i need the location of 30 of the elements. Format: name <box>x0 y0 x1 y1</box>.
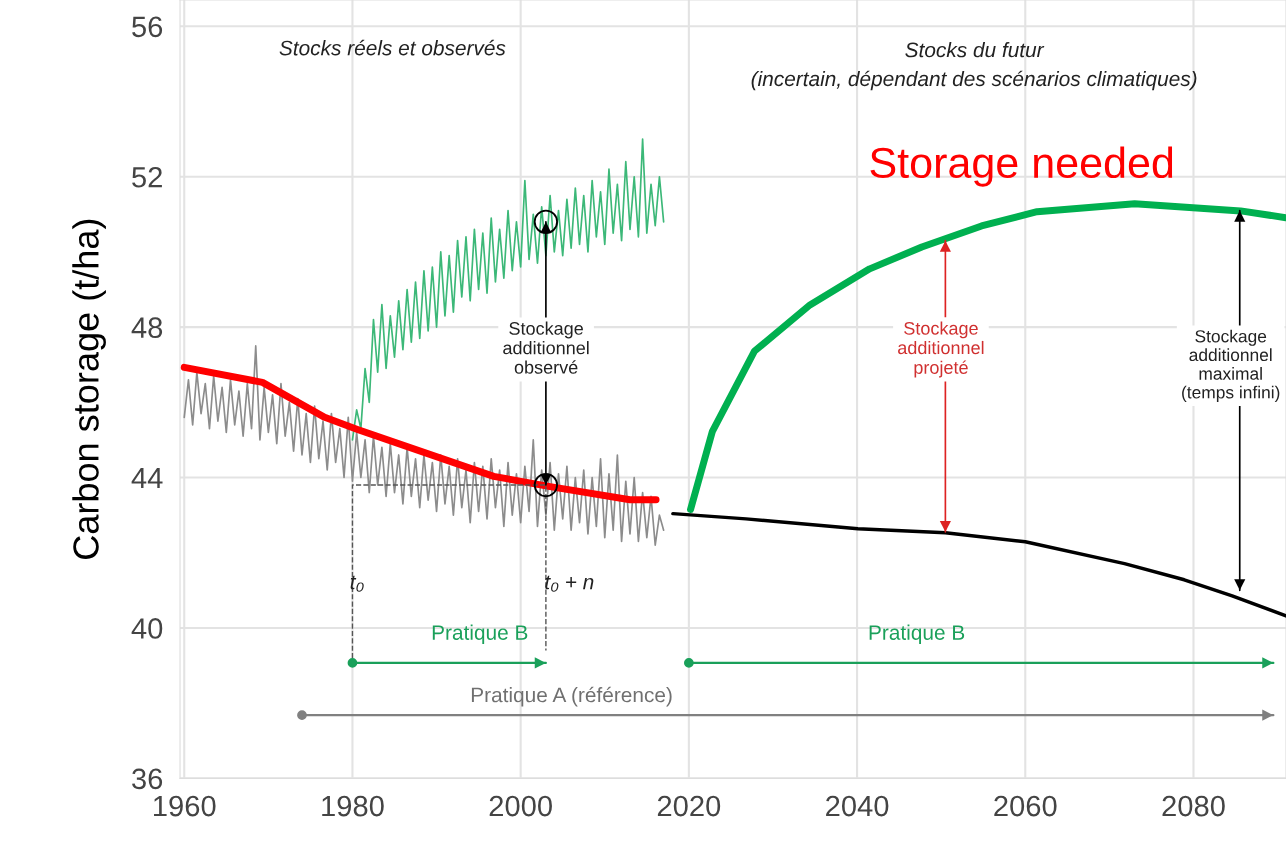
line-series <box>351 138 665 441</box>
x-tick-label: 2080 <box>1162 795 1225 817</box>
line-series <box>671 511 1286 618</box>
y-tick-label: 52 <box>132 166 162 188</box>
y-tick-label: 44 <box>131 468 163 489</box>
annotation: Stockage additionnel maximal (temps infini) <box>1182 329 1280 402</box>
x-tick-label: 1980 <box>322 795 384 817</box>
y-tick-label: 56 <box>132 16 163 38</box>
y-tick-label: 40 <box>131 618 163 639</box>
x-tick-label: 2020 <box>657 795 721 817</box>
annotation: Storage needed <box>870 146 1173 187</box>
annotation: Stockage additionnel projeté <box>898 321 984 378</box>
x-tick-label: 2040 <box>826 795 889 817</box>
point <box>684 658 694 668</box>
annotation: Pratique A (référence) <box>471 686 672 707</box>
point <box>347 658 358 668</box>
annotation: Stockage additionnel observé <box>503 321 589 374</box>
annotation: Pratique B <box>869 624 965 645</box>
annotation: Pratique B <box>432 624 528 645</box>
y-tick-label: 48 <box>131 317 163 338</box>
annotation: t₀ + n <box>545 575 594 592</box>
y-tick-label: 36 <box>132 768 163 790</box>
annotation: Stocks réels et observés <box>279 39 506 56</box>
point <box>297 710 307 721</box>
annotation: Stocks du futur (incertain, dépendant des scénarios climatiques) <box>751 42 1197 91</box>
x-tick-label: 2000 <box>489 795 552 817</box>
annotation: t₀ <box>350 575 364 592</box>
y-axis-title: Carbon storage (t/ha) <box>72 219 106 559</box>
x-tick-label: 1960 <box>154 795 216 817</box>
x-tick-label: 2060 <box>994 795 1057 817</box>
